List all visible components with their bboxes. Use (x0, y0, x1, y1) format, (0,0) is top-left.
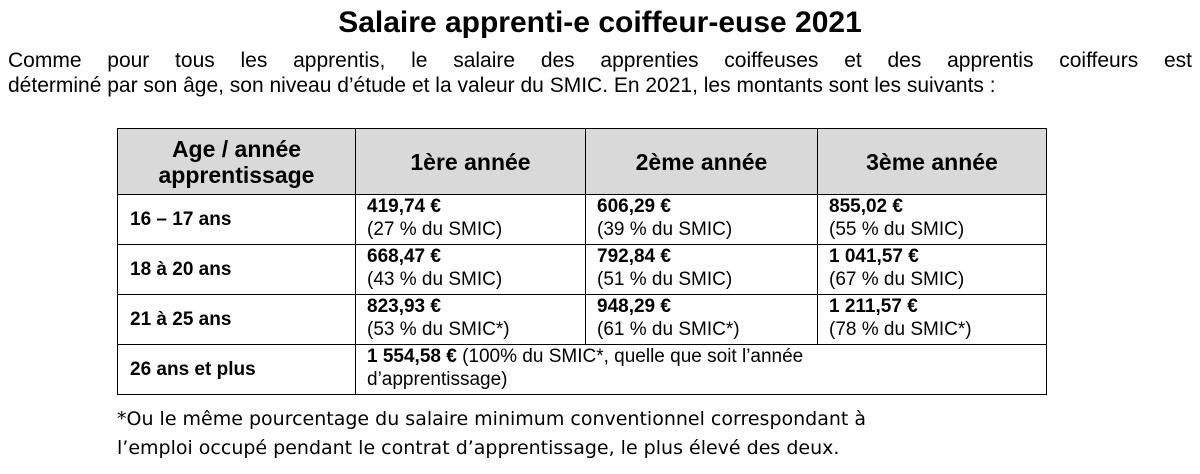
table-cell: 606,29 € (39 % du SMIC) (585, 194, 818, 245)
merged-cell: 1 554,58 € (100% du SMIC*, quelle que so… (355, 344, 1047, 395)
merged-description: (100% du SMIC*, quelle que soit l’année … (367, 346, 804, 390)
percent: (67 % du SMIC) (829, 269, 965, 290)
percent: (27 % du SMIC) (367, 219, 503, 240)
footnote: *Ou le même pourcentage du salaire minim… (117, 405, 1117, 463)
header-year-3: 3ème année (817, 128, 1047, 195)
row-age-label: 21 à 25 ans (117, 294, 356, 345)
amount: 419,74 € (367, 196, 441, 217)
amount: 1 554,58 € (367, 346, 457, 367)
table-row: 18 à 20 ans 668,47 € (43 % du SMIC) 792,8… (117, 244, 1047, 295)
table-cell: 948,29 € (61 % du SMIC*) (585, 294, 818, 345)
percent: (39 % du SMIC) (597, 219, 733, 240)
table-row: 16 – 17 ans 419,74 € (27 % du SMIC) 606,2… (117, 194, 1047, 245)
percent: (78 % du SMIC*) (829, 319, 972, 340)
header-year-1: 1ère année (355, 128, 586, 195)
footnote-line-2: l’emploi occupé pendant le contrat d’app… (117, 437, 840, 459)
amount: 792,84 € (597, 246, 671, 267)
amount: 668,47 € (367, 246, 441, 267)
footnote-line-1: *Ou le même pourcentage du salaire minim… (117, 408, 867, 430)
amount: 948,29 € (597, 296, 671, 317)
percent: (55 % du SMIC) (829, 219, 965, 240)
table-cell: 419,74 € (27 % du SMIC) (355, 194, 586, 245)
row-age-label: 16 – 17 ans (117, 194, 356, 245)
amount: 606,29 € (597, 196, 671, 217)
table-cell: 792,84 € (51 % du SMIC) (585, 244, 818, 295)
salary-table: Age / année apprentissage 1ère année 2èm… (117, 128, 1047, 395)
table-row: 21 à 25 ans 823,93 € (53 % du SMIC*) 948,… (117, 294, 1047, 345)
table-row: 26 ans et plus 1 554,58 € (100% du SMIC*… (117, 344, 1047, 395)
percent: (51 % du SMIC) (597, 269, 733, 290)
row-age-label: 18 à 20 ans (117, 244, 356, 295)
table-header-row: Age / année apprentissage 1ère année 2èm… (117, 128, 1047, 195)
table-cell: 1 211,57 € (78 % du SMIC*) (817, 294, 1047, 345)
table-cell: 1 041,57 € (67 % du SMIC) (817, 244, 1047, 295)
row-age-label: 26 ans et plus (117, 344, 356, 395)
percent: (61 % du SMIC*) (597, 319, 740, 340)
table-cell: 823,93 € (53 % du SMIC*) (355, 294, 586, 345)
header-age: Age / année apprentissage (117, 128, 356, 195)
intro-line-2: déterminé par son âge, son niveau d’étud… (8, 74, 996, 97)
amount: 823,93 € (367, 296, 441, 317)
table-cell: 855,02 € (55 % du SMIC) (817, 194, 1047, 245)
header-year-2: 2ème année (585, 128, 818, 195)
table-cell: 668,47 € (43 % du SMIC) (355, 244, 586, 295)
page-title: Salaire apprenti-e coiffeur-euse 2021 (338, 6, 862, 39)
percent: (53 % du SMIC*) (367, 319, 510, 340)
percent: (43 % du SMIC) (367, 269, 503, 290)
amount: 1 211,57 € (829, 296, 918, 317)
amount: 855,02 € (829, 196, 903, 217)
amount: 1 041,57 € (829, 246, 919, 267)
intro-line-1: Comme pour tous les apprentis, le salair… (8, 49, 1192, 72)
